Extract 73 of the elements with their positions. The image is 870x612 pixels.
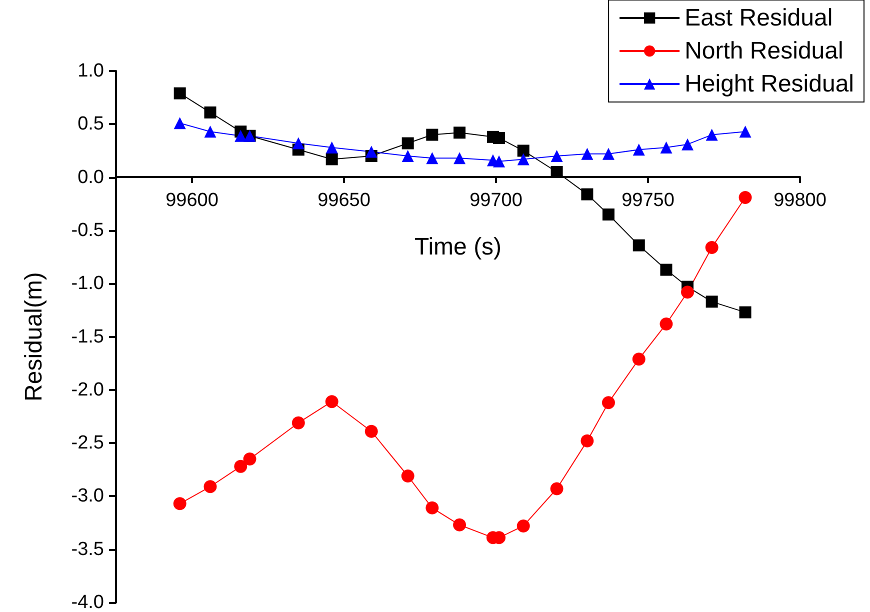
point [550, 482, 564, 496]
y-tick-label: -2.0 [71, 379, 104, 400]
point [516, 519, 530, 532]
point [660, 142, 672, 154]
x-tick-label: 99700 [470, 190, 522, 211]
y-tick-label: 0.5 [78, 114, 104, 135]
point [292, 137, 304, 150]
point [326, 142, 338, 154]
legend-label: North Residual [684, 38, 844, 64]
point [402, 137, 414, 150]
point [581, 148, 594, 160]
point [426, 128, 438, 141]
point [173, 497, 186, 510]
point [493, 132, 506, 144]
point [706, 128, 718, 141]
point [204, 126, 216, 138]
legend-label: East Residual [684, 4, 833, 32]
point [454, 126, 466, 139]
y-tick-label: -1.0 [71, 273, 104, 294]
point [326, 153, 338, 166]
point [706, 296, 718, 308]
x-tick-label: 99650 [318, 190, 370, 211]
point [364, 424, 378, 438]
point [550, 150, 563, 162]
point [204, 480, 217, 494]
point [426, 501, 439, 514]
point [602, 208, 614, 221]
point [602, 148, 614, 160]
y-tick-label: -3.5 [71, 538, 104, 560]
point [292, 416, 305, 430]
point [632, 239, 645, 252]
point [493, 155, 506, 168]
point [681, 286, 694, 299]
point [402, 150, 414, 162]
point [365, 146, 378, 158]
point [454, 152, 466, 164]
x-tick-label: 99800 [774, 190, 826, 211]
y-tick-label: 0.0 [78, 166, 104, 188]
point [632, 352, 646, 366]
x-tick-label: 99600 [166, 190, 218, 211]
point [705, 240, 718, 254]
point [243, 452, 256, 466]
point [174, 117, 186, 130]
point [204, 106, 216, 118]
point [325, 395, 338, 408]
point [739, 306, 752, 318]
y-tick-label: -3.0 [71, 486, 104, 507]
point [738, 191, 752, 204]
point [581, 188, 594, 200]
y-tick-label: 1.0 [78, 60, 104, 82]
legend-label: Height Residual [684, 70, 854, 98]
point [174, 87, 186, 100]
point [453, 518, 466, 532]
x-axis-title: Time (s) [414, 233, 502, 260]
y-axis-title: Residual(m) [20, 272, 48, 402]
point [602, 396, 615, 410]
point [660, 264, 672, 276]
point [517, 153, 530, 166]
point [401, 470, 414, 482]
point [517, 144, 530, 157]
y-tick-label: -1.5 [71, 326, 104, 348]
x-tick-label: 99750 [622, 190, 674, 211]
point [682, 138, 694, 150]
point [580, 434, 594, 448]
point [660, 317, 673, 330]
y-tick-label: -0.5 [71, 220, 104, 241]
point [426, 152, 438, 164]
point [234, 130, 247, 142]
point [739, 126, 752, 138]
y-tick-label: -2.5 [71, 432, 104, 454]
point [632, 144, 645, 156]
y-tick-label: -4.0 [71, 592, 104, 612]
point [234, 460, 248, 473]
